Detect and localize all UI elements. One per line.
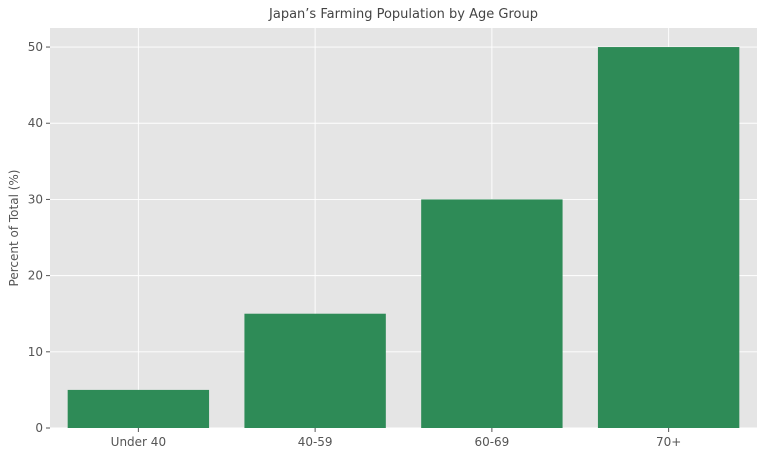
x-axis-ticks: Under 40 40-59 60-69 70+	[111, 428, 681, 449]
x-tick-label: 40-59	[298, 435, 333, 449]
y-tick-label: 30	[28, 192, 43, 206]
y-tick-label: 50	[28, 40, 43, 54]
x-tick-label: Under 40	[111, 435, 166, 449]
y-tick-label: 10	[28, 345, 43, 359]
bar	[597, 47, 740, 429]
x-tick-label: 60-69	[474, 435, 509, 449]
bars	[67, 47, 740, 429]
chart-title: Japan’s Farming Population by Age Group	[268, 7, 538, 22]
x-tick-label: 70+	[656, 435, 681, 449]
y-tick-label: 0	[35, 421, 43, 435]
bar	[67, 389, 210, 428]
bar	[244, 313, 386, 428]
y-tick-label: 40	[28, 116, 43, 130]
bar	[421, 199, 563, 428]
y-axis-ticks: 0 10 20 30 40 50	[28, 40, 50, 435]
y-axis-label: Percent of Total (%)	[7, 170, 21, 287]
y-tick-label: 20	[28, 269, 43, 283]
